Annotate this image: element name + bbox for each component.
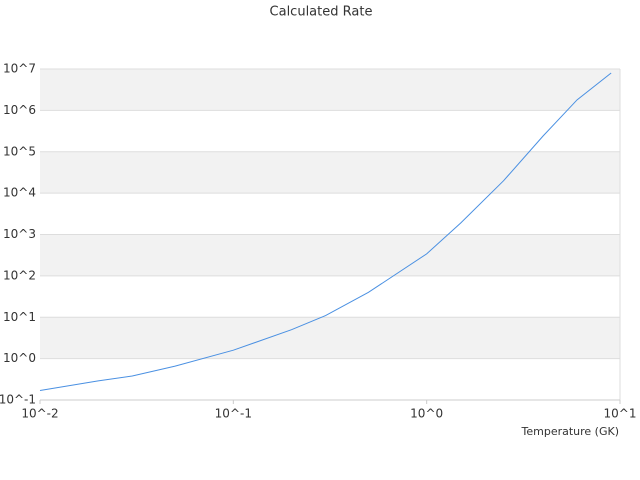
- y-tick-label: 10^-1: [0, 393, 36, 407]
- x-tick-label: 10^1: [604, 407, 637, 421]
- y-tick-label: 10^6: [3, 103, 36, 117]
- grid-band: [40, 234, 620, 276]
- x-axis-label: Temperature (GK): [521, 425, 620, 438]
- y-tick-label: 10^4: [3, 186, 36, 200]
- y-tick-label: 10^5: [3, 144, 36, 158]
- grid-band: [40, 69, 620, 111]
- x-tick-label: 10^-1: [215, 407, 252, 421]
- y-tick-label: 10^2: [3, 268, 36, 282]
- y-tick-label: 10^1: [3, 310, 36, 324]
- grid-band: [40, 151, 620, 194]
- chart-title: Calculated Rate: [270, 5, 373, 20]
- x-tick-label: 10^-2: [21, 407, 58, 421]
- y-tick-label: 10^0: [3, 351, 36, 365]
- y-tick-label: 10^7: [3, 62, 36, 76]
- x-tick-label: 10^0: [410, 407, 443, 421]
- data-line: [39, 72, 612, 391]
- y-tick-label: 10^3: [3, 227, 36, 241]
- grid-band: [40, 317, 620, 359]
